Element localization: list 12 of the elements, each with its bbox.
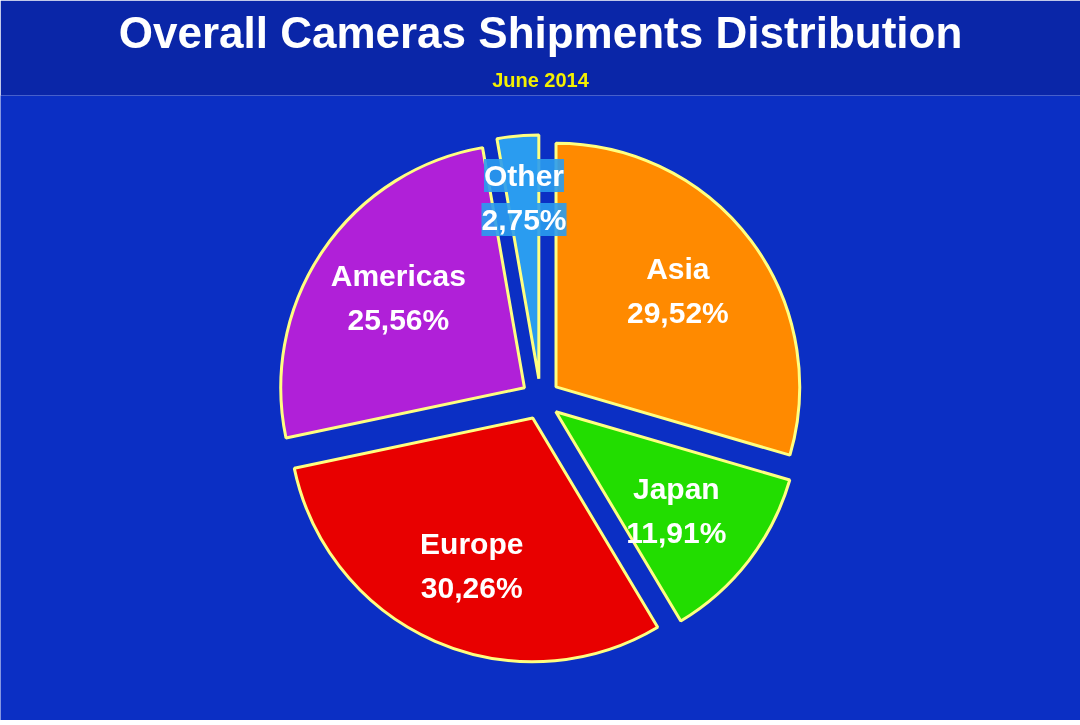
- data-label: 25,56%: [347, 302, 450, 336]
- slice-label: Japan: [632, 471, 720, 505]
- slice-label: Other: [484, 159, 565, 193]
- data-label: 30,26%: [420, 571, 523, 605]
- slice-label: Europe: [420, 527, 524, 561]
- chart-title: Overall Cameras Shipments Distribution: [118, 7, 963, 57]
- data-label: 2,75%: [481, 203, 567, 237]
- slice-label: Americas: [330, 258, 466, 292]
- chart-subtitle: June 2014: [492, 68, 590, 91]
- data-label: 29,52%: [626, 295, 729, 329]
- data-label: 11,91%: [626, 515, 727, 549]
- slice-label: Asia: [646, 251, 710, 285]
